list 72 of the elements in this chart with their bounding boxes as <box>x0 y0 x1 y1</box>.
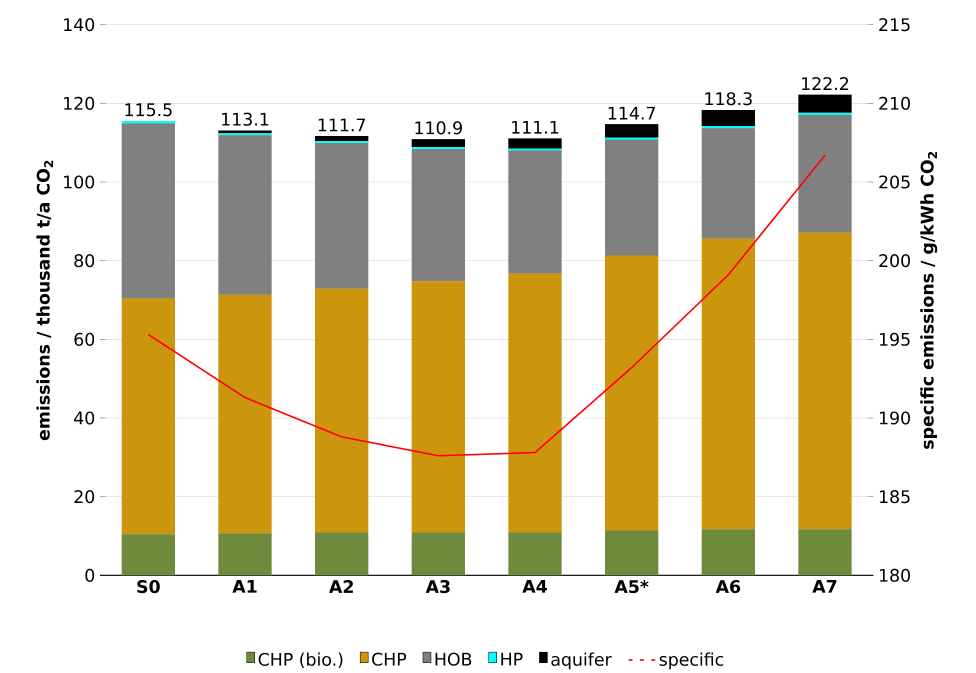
y-tick-label: 20 <box>74 490 94 504</box>
y2-tick-label: 205 <box>879 175 910 189</box>
x-tick-label: A4 <box>522 580 547 593</box>
y2-tick-label: 195 <box>880 332 910 346</box>
total-label: 115.5 <box>125 103 172 116</box>
bar <box>218 130 272 134</box>
y2-tick-label: 185 <box>880 490 910 504</box>
bar <box>508 150 562 274</box>
bar <box>218 533 272 576</box>
text: emissions / thousand t/a CO$_{2}$ <box>36 160 54 440</box>
y-tick-label: 100 <box>64 175 94 189</box>
bar <box>315 136 368 142</box>
bar <box>412 532 465 576</box>
bar <box>798 232 852 530</box>
y-tick-label: 140 <box>64 18 94 32</box>
bar <box>122 298 175 534</box>
bar <box>798 529 852 576</box>
total-label: 111.7 <box>318 118 365 132</box>
bar <box>604 530 658 576</box>
total-label: 114.7 <box>608 106 655 120</box>
y2-tick-label: 200 <box>879 254 910 268</box>
legend-label: CHP <box>372 652 406 666</box>
y2-tick-label: 180 <box>880 568 910 582</box>
bar <box>604 124 658 138</box>
bar <box>218 135 272 295</box>
bar <box>798 114 852 233</box>
x-tick-label: S0 <box>137 580 160 594</box>
legend-label: aquifer <box>551 652 612 670</box>
bar <box>315 288 368 532</box>
bar <box>702 529 755 576</box>
total-label: 118.3 <box>705 92 752 106</box>
legend-label: HOB <box>436 652 472 666</box>
total-label: 113.1 <box>222 112 268 126</box>
bar <box>702 128 755 239</box>
bar <box>412 139 465 147</box>
y-tick-label: 0 <box>85 568 94 582</box>
bar <box>412 148 465 282</box>
bar <box>604 140 658 256</box>
bar <box>122 123 175 298</box>
x-tick-label: A1 <box>232 580 257 593</box>
bar <box>508 138 562 149</box>
legend-label: HP <box>501 652 523 666</box>
y2-tick-label: 190 <box>880 411 910 425</box>
y-tick-label: 40 <box>74 411 94 425</box>
total-label: 110.9 <box>415 121 462 134</box>
x-tick-label: A3 <box>426 580 450 594</box>
line-series <box>148 154 826 457</box>
y-tick-label: 120 <box>64 96 94 110</box>
y-tick-label: 80 <box>74 254 94 268</box>
bar <box>315 143 368 289</box>
y2-tick-label: 210 <box>879 96 910 110</box>
bar <box>702 238 755 530</box>
total-label: 122.2 <box>802 77 848 90</box>
total-label: 111.1 <box>512 120 558 134</box>
x-tick-label: A5* <box>614 580 649 594</box>
bar <box>218 294 272 534</box>
bar <box>508 532 562 576</box>
bar <box>508 274 562 532</box>
legend-label: CHP (bio.) <box>258 652 342 668</box>
bar <box>604 256 658 530</box>
y-tick-label: 60 <box>74 332 94 346</box>
y2-tick-label: 215 <box>879 18 910 32</box>
x-tick-label: A6 <box>716 580 740 594</box>
x-tick-label: A7 <box>812 580 836 593</box>
x-tick-label: A2 <box>329 580 353 593</box>
legend-label: specific <box>660 652 724 670</box>
text: specific emissions / g/kWh CO$_{2}$ <box>920 152 938 449</box>
bar <box>315 532 368 576</box>
bar <box>122 534 175 576</box>
bar <box>798 94 852 113</box>
bar <box>412 281 465 532</box>
bar <box>702 110 755 126</box>
